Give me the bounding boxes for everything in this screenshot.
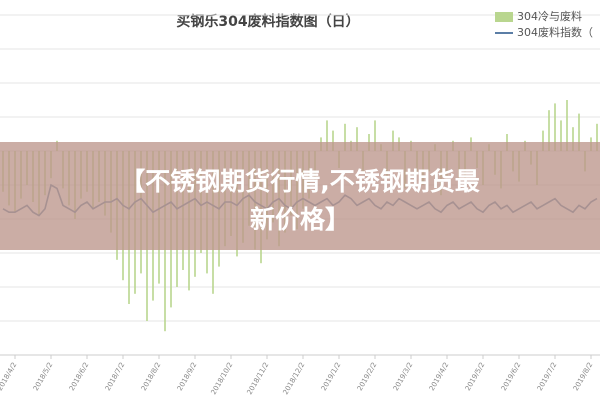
bar <box>566 100 568 151</box>
chart-title: 买钢乐304废料指数图（日） <box>176 13 359 30</box>
bar <box>356 127 358 151</box>
bar <box>392 130 394 151</box>
bar <box>542 130 544 151</box>
bar <box>554 103 556 151</box>
bar <box>578 113 580 151</box>
banner-text: 【不锈钢期货行情,不锈钢期货最 <box>120 167 480 196</box>
bar <box>548 110 550 151</box>
legend-swatch <box>495 12 513 22</box>
bar <box>560 120 562 151</box>
bar <box>374 120 376 151</box>
bar <box>572 127 574 151</box>
banner-text: 新价格】 <box>250 205 350 234</box>
legend-label: 304废料指数（ <box>517 25 593 39</box>
banner <box>0 142 600 250</box>
bar <box>596 123 598 151</box>
legend-label: 304冷与废料 <box>517 9 582 23</box>
bar <box>332 130 334 151</box>
bar <box>344 123 346 151</box>
bar <box>326 120 328 151</box>
